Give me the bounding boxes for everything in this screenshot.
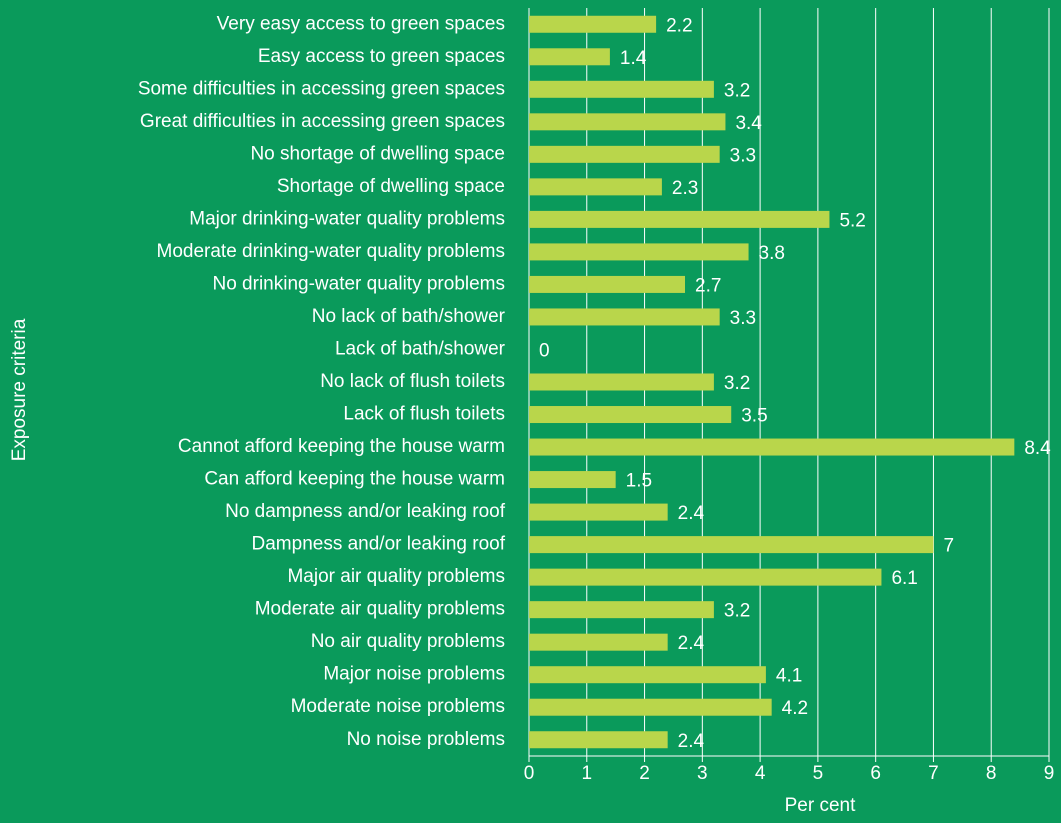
y-tick-label: Cannot afford keeping the house warm (178, 436, 505, 457)
x-tick-label: 3 (697, 763, 708, 784)
value-label: 8.4 (1024, 438, 1051, 459)
bar (529, 275, 685, 293)
bar (529, 15, 657, 33)
value-label: 0 (539, 340, 550, 361)
bar (529, 178, 662, 196)
y-tick-label: Major air quality problems (287, 566, 505, 587)
bar (529, 503, 668, 521)
bar (529, 568, 882, 586)
bar (529, 243, 749, 261)
value-label: 3.3 (730, 308, 756, 329)
y-tick-label: Moderate drinking-water quality problems (157, 241, 506, 262)
x-tick-label: 6 (870, 763, 881, 784)
value-label: 3.5 (741, 406, 767, 427)
y-tick-label: No lack of flush toilets (320, 371, 505, 392)
y-axis-label: Exposure criteria (9, 318, 30, 461)
x-tick-label: 2 (639, 763, 650, 784)
x-tick-label: 0 (524, 763, 535, 784)
y-tick-label: Dampness and/or leaking roof (252, 534, 506, 555)
y-tick-label: Easy access to green spaces (258, 46, 505, 67)
y-tick-label: Lack of bath/shower (335, 338, 506, 359)
value-label: 3.2 (724, 373, 750, 394)
x-tick-label: 1 (581, 763, 592, 784)
y-tick-label: Some difficulties in accessing green spa… (138, 78, 505, 99)
value-label: 2.4 (678, 731, 705, 752)
value-label: 3.2 (724, 80, 750, 101)
x-tick-label: 7 (928, 763, 939, 784)
value-label: 6.1 (891, 568, 917, 589)
value-label: 7 (943, 536, 954, 557)
bar (529, 113, 726, 131)
y-tick-label: Great difficulties in accessing green sp… (140, 111, 505, 132)
bar (529, 633, 668, 651)
y-tick-label: No noise problems (347, 729, 505, 750)
bar (529, 48, 610, 66)
bar (529, 210, 830, 228)
y-tick-label: No air quality problems (311, 631, 505, 652)
value-label: 3.2 (724, 601, 750, 622)
bar (529, 601, 714, 619)
y-tick-label: Very easy access to green spaces (217, 13, 505, 34)
y-tick-label: Moderate noise problems (291, 696, 505, 717)
bar (529, 80, 714, 98)
y-tick-label: Shortage of dwelling space (277, 176, 505, 197)
value-label: 3.8 (759, 243, 785, 264)
x-axis-label: Per cent (785, 795, 856, 816)
bar (529, 471, 616, 489)
value-label: 2.4 (678, 633, 705, 654)
value-label: 2.4 (678, 503, 705, 524)
value-label: 3.4 (735, 113, 762, 134)
value-label: 1.5 (626, 471, 652, 492)
bar (529, 308, 720, 326)
bar (529, 438, 1015, 456)
bar (529, 536, 934, 554)
value-label: 2.7 (695, 275, 721, 296)
value-label: 1.4 (620, 48, 647, 69)
y-tick-label: No drinking-water quality problems (212, 273, 505, 294)
value-label: 4.2 (782, 698, 808, 719)
value-label: 3.3 (730, 145, 756, 166)
y-tick-label: Moderate air quality problems (255, 599, 505, 620)
value-label: 4.1 (776, 666, 802, 687)
bar (529, 373, 714, 391)
bar (529, 698, 772, 716)
x-tick-label: 9 (1044, 763, 1055, 784)
y-tick-label: Major noise problems (323, 664, 505, 685)
bar (529, 145, 720, 163)
y-tick-label: Lack of flush toilets (343, 404, 505, 425)
y-tick-label: Can afford keeping the house warm (204, 469, 505, 490)
value-label: 5.2 (839, 210, 865, 231)
x-tick-label: 8 (986, 763, 997, 784)
bar (529, 731, 668, 749)
y-tick-label: No dampness and/or leaking roof (225, 501, 506, 522)
y-tick-label: Major drinking-water quality problems (189, 208, 505, 229)
bar (529, 666, 766, 684)
x-tick-label: 5 (813, 763, 824, 784)
x-tick-label: 4 (755, 763, 766, 784)
value-label: 2.2 (666, 15, 692, 36)
y-tick-label: No shortage of dwelling space (250, 143, 505, 164)
value-label: 2.3 (672, 178, 698, 199)
bar (529, 406, 732, 424)
y-tick-label: No lack of bath/shower (312, 306, 506, 327)
